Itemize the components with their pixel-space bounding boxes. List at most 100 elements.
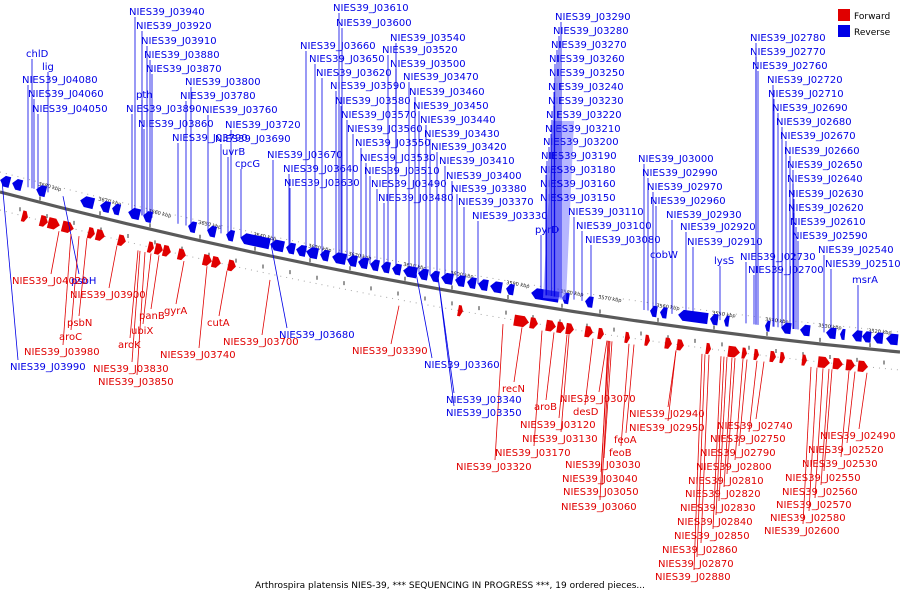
forward-gene[interactable] [176, 248, 187, 261]
reverse-gene-label[interactable]: NIES39_J02670 [780, 131, 856, 142]
reverse-gene-label[interactable]: NIES39_J03400 [446, 171, 522, 182]
forward-gene[interactable] [624, 331, 631, 344]
forward-gene[interactable] [116, 234, 127, 247]
reverse-gene-label[interactable]: NIES39_J03150 [540, 193, 616, 204]
forward-gene[interactable] [457, 305, 464, 317]
reverse-gene[interactable] [649, 305, 658, 318]
forward-gene[interactable] [513, 314, 530, 328]
reverse-gene[interactable] [466, 277, 477, 289]
reverse-gene-label[interactable]: NIES39_J03000 [638, 154, 714, 165]
forward-gene[interactable] [597, 327, 605, 340]
forward-gene-label[interactable]: NIES39_J02740 [717, 421, 793, 432]
forward-gene-label[interactable]: NIES39_J03130 [522, 434, 598, 445]
reverse-gene-label[interactable]: NIES39_J03080 [585, 235, 661, 246]
forward-gene[interactable] [46, 217, 61, 231]
forward-gene-label[interactable]: NIES39_J02790 [700, 448, 776, 459]
reverse-gene[interactable] [206, 225, 218, 238]
forward-gene-label[interactable]: NIES39_J02750 [710, 434, 786, 445]
reverse-gene-label[interactable]: NIES39_J03690 [215, 134, 291, 145]
reverse-gene[interactable] [861, 331, 872, 343]
reverse-gene-label[interactable]: NIES39_J04080 [22, 75, 98, 86]
reverse-gene-label[interactable]: cobW [650, 250, 678, 261]
reverse-gene-label[interactable]: uvrB [222, 147, 245, 158]
reverse-gene[interactable] [659, 307, 668, 319]
forward-gene-label[interactable]: NIES39_J03740 [160, 350, 236, 361]
reverse-gene-label[interactable]: NIES39_J02760 [752, 61, 828, 72]
reverse-gene-label[interactable]: NIES39_J03940 [129, 7, 205, 18]
forward-gene-label[interactable]: NIES39_J02870 [658, 559, 734, 570]
forward-gene-label[interactable]: recN [502, 384, 525, 395]
reverse-gene[interactable] [295, 244, 308, 257]
forward-gene[interactable] [741, 347, 747, 359]
reverse-gene-label[interactable]: NIES39_J03670 [267, 150, 343, 161]
reverse-gene-label[interactable]: NIES39_J02630 [788, 189, 864, 200]
forward-gene[interactable] [676, 339, 684, 351]
forward-gene-label[interactable]: cutA [207, 318, 230, 329]
reverse-gene[interactable] [0, 175, 12, 188]
reverse-gene-label[interactable]: NIES39_J04050 [32, 104, 108, 115]
forward-gene-label[interactable]: NIES39_J03850 [98, 377, 174, 388]
reverse-gene-label[interactable]: chlD [26, 49, 49, 60]
forward-gene[interactable] [201, 254, 213, 267]
forward-gene[interactable] [226, 259, 237, 272]
forward-gene-label[interactable]: NIES39_J03320 [456, 462, 532, 473]
forward-gene-label[interactable]: NIES39_J02830 [680, 503, 756, 514]
reverse-gene-label[interactable]: NIES39_J03660 [300, 41, 376, 52]
forward-gene-label[interactable]: aroB [534, 402, 557, 413]
reverse-gene-label[interactable]: NIES39_J03680 [279, 330, 355, 341]
reverse-gene-label[interactable]: NIES39_J03500 [390, 59, 466, 70]
reverse-gene-label[interactable]: NIES39_J03470 [403, 72, 479, 83]
reverse-gene[interactable] [825, 327, 837, 340]
reverse-gene-label[interactable]: NIES39_J02990 [642, 168, 718, 179]
forward-gene[interactable] [753, 348, 759, 361]
reverse-gene-label[interactable]: NIES39_J03860 [138, 119, 214, 130]
reverse-gene-label[interactable]: NIES39_J02770 [750, 47, 826, 58]
reverse-gene-label[interactable]: NIES39_J03780 [180, 91, 256, 102]
forward-gene[interactable] [38, 215, 49, 228]
reverse-gene-label[interactable]: NIES39_J03350 [446, 408, 522, 419]
forward-gene[interactable] [817, 356, 830, 368]
forward-gene-label[interactable]: NIES39_J03030 [565, 460, 641, 471]
reverse-gene[interactable] [709, 313, 719, 326]
reverse-gene-label[interactable]: NIES39_J03570 [341, 110, 417, 121]
forward-gene-label[interactable]: desD [573, 407, 599, 418]
reverse-gene-label[interactable]: NIES39_J02690 [772, 103, 848, 114]
forward-gene[interactable] [161, 244, 172, 258]
reverse-gene-label[interactable]: NIES39_J02960 [650, 196, 726, 207]
reverse-gene-label[interactable]: NIES39_J03870 [146, 64, 222, 75]
forward-gene[interactable] [644, 334, 650, 347]
reverse-gene-label[interactable]: NIES39_J03510 [364, 166, 440, 177]
reverse-gene-label[interactable]: NIES39_J03430 [424, 129, 500, 140]
forward-gene-label[interactable]: panB [139, 311, 165, 322]
reverse-gene-label[interactable]: NIES39_J03640 [283, 164, 359, 175]
forward-gene-label[interactable]: NIES39_J03060 [561, 502, 637, 513]
reverse-gene-label[interactable]: NIES39_J03620 [316, 68, 392, 79]
forward-gene-label[interactable]: NIES39_J03980 [24, 347, 100, 358]
reverse-gene-label[interactable]: NIES39_J03240 [548, 82, 624, 93]
reverse-gene-label[interactable]: NIES39_J03460 [409, 87, 485, 98]
forward-gene-label[interactable]: NIES39_J02800 [696, 462, 772, 473]
reverse-gene-label[interactable]: NIES39_J03920 [136, 21, 212, 32]
forward-gene-label[interactable]: NIES39_J02820 [685, 489, 761, 500]
reverse-gene-label[interactable]: NIES39_J02540 [818, 245, 894, 256]
forward-gene[interactable] [556, 321, 566, 334]
forward-gene-label[interactable]: NIES39_J03120 [520, 420, 596, 431]
forward-gene-label[interactable]: NIES39_J02860 [662, 545, 738, 556]
reverse-gene-label[interactable]: lysS [714, 256, 734, 267]
forward-gene-label[interactable]: NIES39_J03900 [70, 290, 146, 301]
reverse-gene-label[interactable]: NIES39_J02920 [680, 222, 756, 233]
reverse-gene[interactable] [269, 239, 285, 253]
reverse-gene-label[interactable]: psbH [71, 276, 96, 287]
reverse-gene[interactable] [440, 272, 454, 285]
forward-gene[interactable] [664, 337, 672, 349]
forward-gene-label[interactable]: NIES39_J03050 [563, 487, 639, 498]
forward-gene-label[interactable]: NIES39_J02940 [629, 409, 705, 420]
reverse-gene-label[interactable]: NIES39_J02730 [740, 252, 816, 263]
reverse-gene-label[interactable]: NIES39_J03180 [540, 165, 616, 176]
forward-gene[interactable] [153, 243, 164, 256]
reverse-gene[interactable] [764, 320, 771, 332]
reverse-gene-label[interactable]: NIES39_J03260 [549, 54, 625, 65]
reverse-gene-label[interactable]: NIES39_J02700 [748, 265, 824, 276]
reverse-gene-label[interactable]: NIES39_J03910 [141, 36, 217, 47]
reverse-gene-label[interactable]: NIES39_J03380 [451, 184, 527, 195]
